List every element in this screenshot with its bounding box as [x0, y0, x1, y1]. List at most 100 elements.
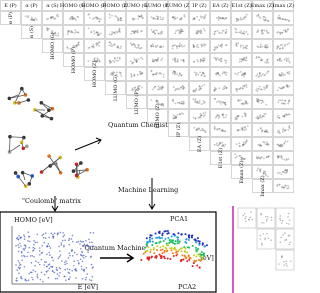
dot	[260, 127, 262, 130]
dot	[245, 56, 248, 59]
scatter-cell	[210, 81, 231, 95]
dot	[62, 232, 64, 234]
dot	[190, 236, 193, 239]
dot	[176, 242, 179, 245]
dot	[213, 90, 216, 92]
dot	[287, 99, 290, 102]
scatter-cloud	[256, 29, 270, 35]
dot	[265, 130, 268, 133]
dot	[287, 158, 290, 161]
dot	[256, 45, 259, 48]
dot	[86, 243, 88, 246]
dot	[193, 18, 196, 21]
dot	[108, 60, 111, 63]
dot	[174, 117, 177, 120]
dot	[75, 31, 78, 33]
dot	[136, 73, 139, 76]
dot	[32, 278, 34, 281]
dot	[167, 232, 170, 235]
dot	[45, 261, 48, 263]
dot	[246, 102, 249, 105]
dot	[65, 260, 67, 262]
dot	[159, 249, 162, 252]
dot	[288, 42, 291, 44]
label: "Coulomb" matrix	[22, 197, 81, 205]
dot	[18, 264, 21, 267]
dot	[278, 74, 281, 76]
dot	[155, 72, 158, 75]
bond	[14, 88, 23, 104]
dot	[140, 14, 143, 17]
bond	[34, 109, 52, 119]
dot	[59, 267, 62, 270]
dot	[31, 16, 33, 19]
dot	[172, 114, 175, 117]
scatter-cell	[147, 67, 168, 81]
dot	[179, 113, 182, 116]
dot	[221, 16, 224, 19]
scatter-cloud	[87, 57, 101, 63]
dot	[132, 19, 135, 21]
dot	[243, 73, 246, 76]
dot	[152, 16, 155, 19]
dot	[67, 30, 70, 33]
dot	[263, 157, 265, 160]
dot	[281, 185, 284, 188]
scatter-cloud	[256, 167, 269, 178]
dot	[23, 234, 25, 236]
dot	[75, 44, 77, 47]
dot	[284, 140, 287, 143]
dot	[225, 16, 228, 19]
dot	[155, 15, 158, 18]
dot	[241, 74, 243, 77]
dot	[81, 278, 84, 280]
dot	[156, 245, 159, 248]
dot	[267, 31, 270, 34]
dot	[243, 57, 246, 60]
dot	[243, 158, 246, 161]
scatter-cloud	[213, 85, 228, 92]
dot	[282, 234, 284, 236]
dot	[88, 46, 91, 49]
header-cell	[105, 0, 126, 11]
dot	[193, 71, 196, 74]
dot	[173, 70, 176, 73]
dot	[180, 30, 183, 33]
dot	[38, 263, 41, 266]
dot	[156, 236, 159, 239]
dot	[216, 71, 219, 74]
dot	[155, 71, 158, 74]
dot	[177, 45, 180, 47]
scatter-cell	[84, 39, 105, 53]
dot	[152, 246, 155, 249]
dot	[286, 169, 289, 171]
dot	[279, 217, 281, 220]
mini-cell	[275, 207, 295, 229]
dot	[172, 16, 175, 19]
dot	[241, 18, 244, 21]
dot	[202, 72, 205, 75]
dot	[163, 257, 166, 260]
dot	[21, 277, 23, 280]
scatter-cell	[273, 165, 294, 179]
dot	[259, 114, 262, 117]
dot	[277, 114, 280, 117]
dot	[215, 144, 218, 146]
dot	[285, 30, 288, 33]
dot	[195, 72, 198, 74]
dot	[177, 74, 180, 77]
scatter-cloud	[276, 113, 291, 119]
dot	[287, 19, 290, 22]
dot	[131, 43, 134, 46]
scatter-cloud	[215, 15, 228, 21]
dot	[75, 277, 77, 279]
dot	[236, 73, 239, 76]
dot	[140, 72, 143, 75]
dot	[77, 42, 80, 44]
dot	[87, 60, 90, 63]
header-label: HOMO (Z)	[102, 2, 129, 9]
dot	[266, 58, 269, 61]
dot	[260, 156, 263, 159]
dot	[17, 250, 20, 253]
diag-cell	[126, 95, 147, 109]
